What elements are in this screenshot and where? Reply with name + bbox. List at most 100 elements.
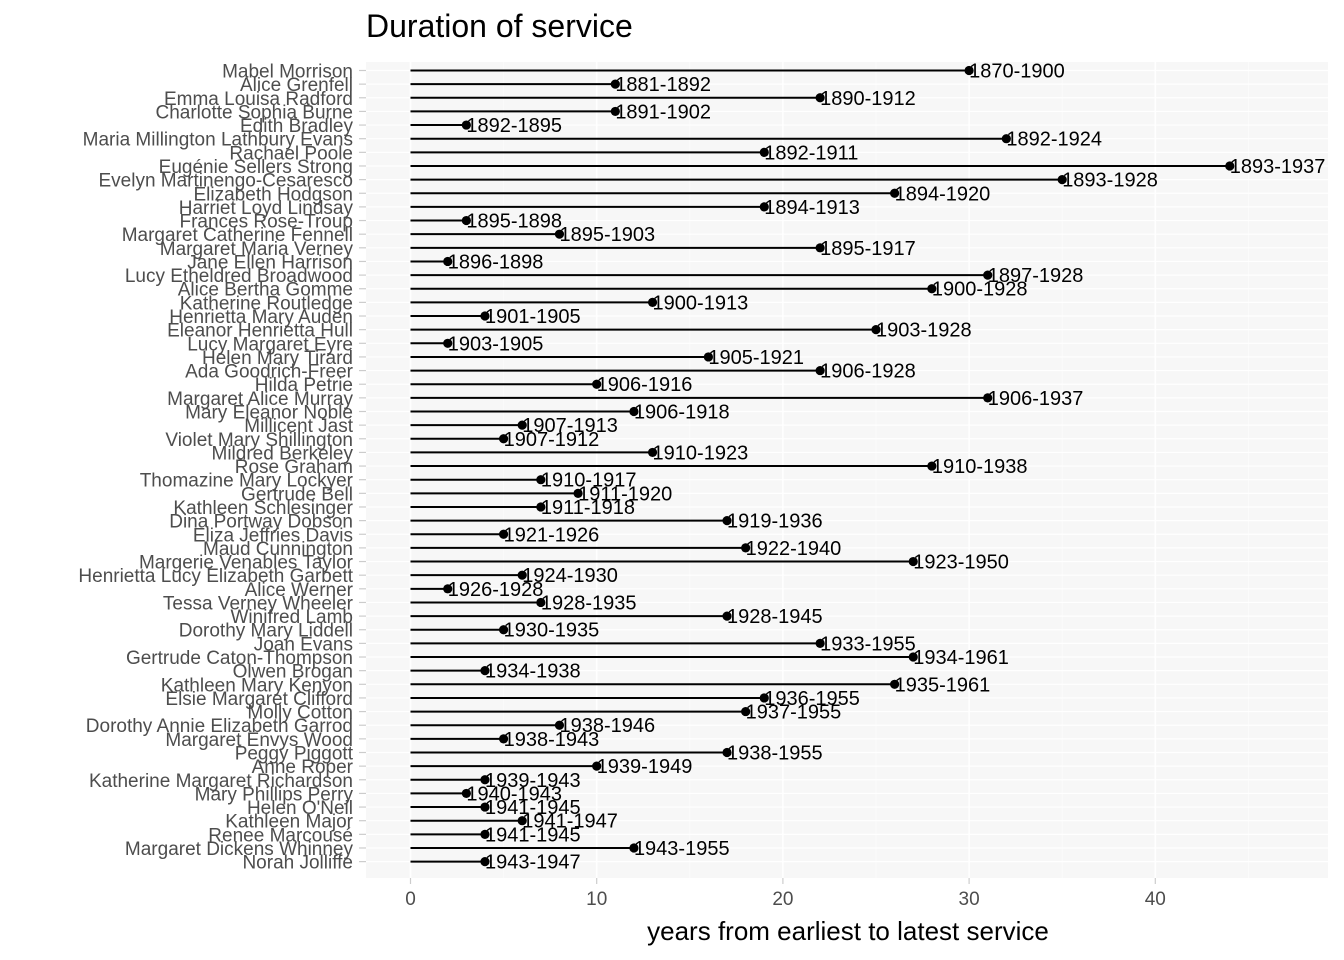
duration-point: [815, 365, 825, 376]
y-tick-label: Alice Werner: [245, 580, 354, 601]
duration-label: 1907-1913: [522, 415, 618, 437]
y-tick-label: Molly Cotton: [247, 703, 353, 724]
y-tick-label: Renee Marcousé: [208, 825, 353, 846]
duration-point: [722, 516, 732, 526]
y-tick-label: Alice Bertha Gomme: [178, 280, 353, 301]
duration-point: [908, 556, 918, 567]
duration-label: 1938-1955: [727, 743, 823, 765]
duration-point: [703, 352, 714, 362]
x-tick-label: 30: [959, 889, 980, 910]
y-tick-label: Gertrude Bell: [241, 484, 353, 505]
duration-label: 1892-1895: [466, 115, 562, 137]
duration-label: 1895-1917: [820, 238, 916, 260]
y-tick-label: Joan Evans: [254, 634, 353, 655]
duration-point: [983, 393, 993, 403]
y-tick-label: Millicent Jast: [244, 416, 353, 437]
duration-label: 1894-1920: [895, 183, 991, 205]
y-tick-label: Frances Rose-Troup: [179, 212, 353, 233]
duration-label: 1941-1947: [522, 811, 618, 833]
duration-label: 1935-1961: [895, 674, 991, 696]
duration-point: [647, 447, 658, 458]
duration-point: [592, 379, 602, 389]
y-tick-label: Margaret Envys Wood: [165, 730, 353, 751]
plot-panel: [366, 62, 1328, 878]
duration-point: [759, 202, 769, 212]
y-tick-label: Helen Mary Tirard: [202, 348, 353, 369]
y-tick-label: Margerie Venables Taylor: [139, 553, 354, 574]
y-tick-label: Margaret Catherine Fennell: [122, 225, 353, 246]
chart-title: Duration of service: [366, 8, 633, 44]
duration-label: 1919-1936: [727, 511, 823, 533]
y-tick-label: Maud Cunnington: [203, 539, 353, 560]
duration-point: [592, 761, 602, 771]
duration-label: 1907-1912: [504, 429, 600, 451]
y-tick-label: Kathleen Major: [225, 812, 353, 833]
duration-label: 1892-1924: [1006, 129, 1102, 151]
x-tick-label: 40: [1145, 889, 1166, 910]
x-tick-label: 0: [405, 889, 416, 910]
duration-point: [554, 720, 565, 730]
y-tick-label: Anne Roper: [252, 757, 354, 778]
duration-point: [759, 693, 769, 703]
y-tick-label: Lucy Etheldred Broadwood: [125, 266, 353, 287]
duration-label: 1870-1900: [969, 61, 1065, 83]
y-tick-label: Jane Ellen Harrison: [187, 252, 353, 273]
duration-label: 1906-1937: [988, 388, 1084, 410]
duration-point: [480, 311, 490, 321]
duration-point: [480, 666, 490, 676]
y-tick-label: Mary Phillips Perry: [195, 784, 354, 805]
duration-label: 1910-1938: [932, 456, 1028, 478]
duration-label: 1928-1935: [541, 592, 637, 614]
duration-label: 1906-1916: [597, 374, 693, 396]
duration-label: 1938-1946: [559, 715, 655, 737]
x-axis-title: years from earliest to latest service: [647, 916, 1049, 946]
duration-label: 1936-1955: [764, 688, 860, 710]
y-tick-label: Hilda Petrie: [255, 375, 353, 396]
duration-point: [610, 79, 620, 89]
duration-point: [499, 734, 509, 744]
y-tick-label: Rose Graham: [235, 457, 353, 478]
duration-point: [629, 406, 639, 417]
y-tick-label: Margaret Dickens Whinney: [125, 839, 354, 860]
y-tick-label: Katherine Routledge: [180, 293, 353, 314]
duration-label: 1881-1892: [615, 74, 711, 96]
y-tick-label: Tessa Verney Wheeler: [163, 593, 354, 614]
duration-label: 1937-1955: [746, 702, 842, 724]
duration-point: [480, 829, 490, 839]
duration-point: [536, 475, 546, 485]
y-tick-label: Alice Grenfell: [240, 75, 353, 96]
duration-point: [499, 625, 509, 635]
y-tick-label: Rachael Poole: [229, 143, 353, 164]
y-tick-label: Harriet Loyd Lindsay: [179, 198, 354, 219]
y-tick-label: Henrietta Mary Auden: [169, 307, 353, 328]
duration-label: 1941-1945: [485, 797, 581, 819]
duration-point: [759, 147, 769, 157]
duration-point: [815, 243, 825, 253]
y-tick-label: Eliza Jeffries Davis: [193, 525, 353, 546]
duration-label: 1893-1928: [1062, 170, 1158, 192]
y-tick-label: Lucy Margaret Eyre: [187, 334, 353, 355]
duration-label: 1941-1945: [485, 824, 581, 846]
duration-label: 1901-1905: [485, 306, 581, 328]
duration-point: [1225, 161, 1235, 171]
duration-point: [741, 543, 751, 553]
duration-label: 1939-1949: [597, 756, 693, 778]
y-tick-label: Elsie Margaret Clifford: [165, 689, 353, 710]
duration-point: [517, 420, 527, 430]
duration-point: [517, 816, 527, 826]
duration-point: [722, 611, 732, 621]
duration-label: 1911-1918: [541, 497, 635, 519]
y-tick-label: Dorothy Mary Liddell: [179, 621, 353, 642]
duration-point: [815, 638, 825, 648]
duration-label: 1930-1935: [504, 620, 600, 642]
y-tick-label: Ada Goodrich-Freer: [185, 362, 354, 383]
duration-label: 1928-1945: [727, 606, 823, 628]
y-tick-label: Olwen Brogan: [233, 662, 353, 683]
y-tick-label: Violet Mary Shillington: [165, 430, 353, 451]
duration-label: 1895-1903: [559, 224, 655, 246]
duration-point: [461, 120, 471, 130]
duration-point: [480, 802, 490, 812]
y-tick-label: Mildred Berkeley: [212, 443, 354, 464]
duration-label: 1894-1913: [764, 197, 860, 219]
y-tick-label: Thomazine Mary Lockyer: [140, 471, 354, 492]
